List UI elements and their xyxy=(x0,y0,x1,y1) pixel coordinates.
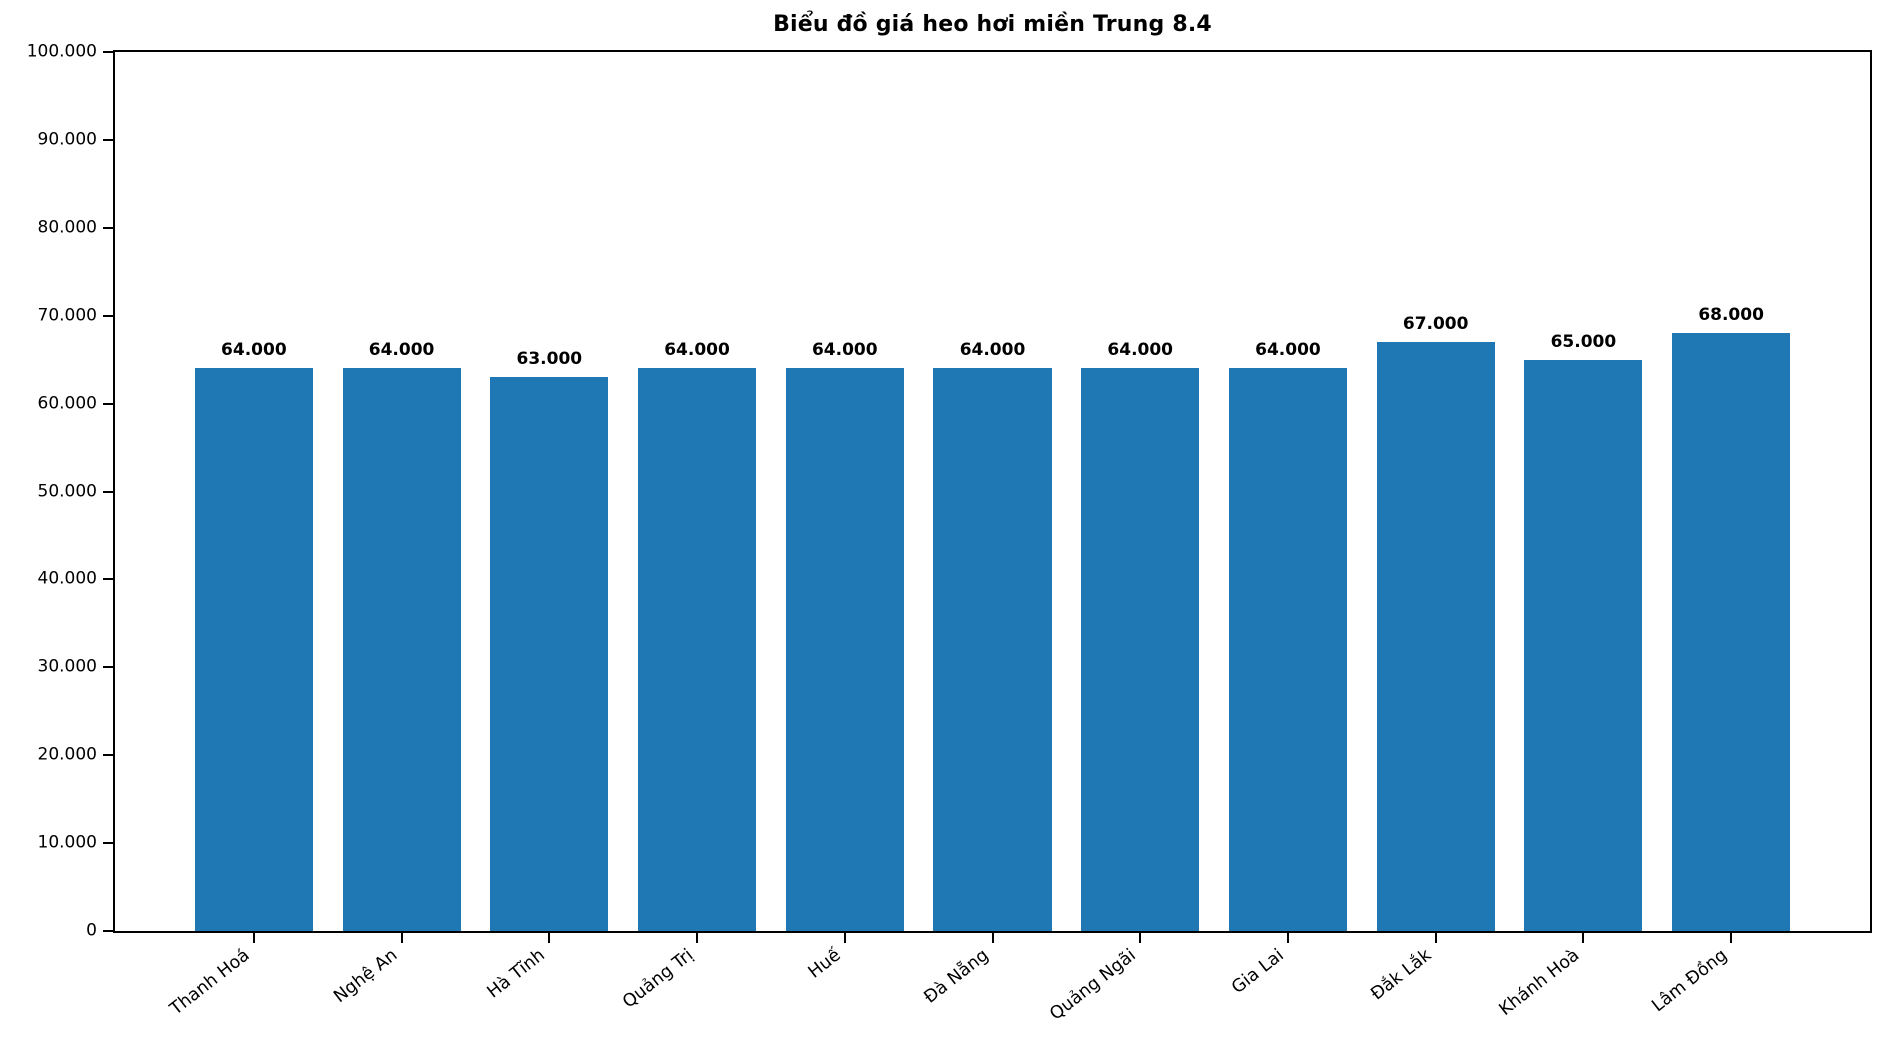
x-tick-label: Đắk Lắk xyxy=(1367,945,1436,1005)
x-tick-label: Đà Nẵng xyxy=(920,945,993,1008)
bar-value-label: 64.000 xyxy=(1255,340,1321,361)
bar-value-label: 64.000 xyxy=(368,340,435,361)
bar xyxy=(1524,359,1643,931)
y-tick-label: 70.000 xyxy=(37,305,97,326)
bar xyxy=(194,368,313,931)
x-tick-mark xyxy=(400,933,403,943)
bar-value-label: 65.000 xyxy=(1550,331,1617,352)
y-tick-label: 30.000 xyxy=(37,656,97,677)
y-tick-label: 60.000 xyxy=(37,393,97,414)
bar-value-label: 64.000 xyxy=(221,340,287,361)
bar-value-label: 68.000 xyxy=(1698,305,1764,326)
x-tick-label: Khánh Hoà xyxy=(1495,945,1584,1020)
y-tick-mark xyxy=(103,51,113,53)
x-tick-mark xyxy=(696,933,699,943)
y-tick-mark xyxy=(103,490,113,493)
x-tick-label: Huế xyxy=(804,945,845,983)
x-tick-label: Thanh Hoá xyxy=(166,945,254,1020)
bar xyxy=(637,368,757,931)
y-tick-mark xyxy=(103,754,113,757)
bar-value-label: 64.000 xyxy=(959,340,1026,361)
x-tick-mark xyxy=(1139,933,1142,943)
bar-value-label: 67.000 xyxy=(1402,314,1469,335)
chart-title: Biểu đồ giá heo hơi miền Trung 8.4 xyxy=(773,12,1212,37)
x-tick-label: Quảng Ngãi xyxy=(1046,945,1140,1025)
y-tick-label: 80.000 xyxy=(37,217,97,238)
bar xyxy=(1672,333,1791,931)
bar-value-label: 64.000 xyxy=(811,340,878,361)
x-tick-label: Hà Tĩnh xyxy=(483,945,550,1003)
x-tick-mark xyxy=(991,933,994,943)
bar xyxy=(1376,342,1495,931)
bar-value-label: 63.000 xyxy=(516,349,583,370)
y-tick-label: 50.000 xyxy=(37,481,97,501)
x-tick-label: Gia Lai xyxy=(1228,945,1288,999)
x-tick-label: Quảng Trị xyxy=(618,945,697,1013)
y-tick-mark xyxy=(103,314,113,317)
y-tick-label: 40.000 xyxy=(37,568,97,589)
plot-area: 0 10.000 20.000 30.000 40.000 50.000 60.000 70.… xyxy=(27,43,1872,1025)
y-tick-mark xyxy=(103,842,113,845)
y-tick-mark xyxy=(103,226,113,229)
x-tick-mark xyxy=(1434,933,1437,943)
x-tick-mark xyxy=(1286,933,1289,943)
bar xyxy=(1228,368,1348,931)
x-tick-mark xyxy=(1582,933,1585,943)
bar xyxy=(785,368,904,931)
y-tick-mark xyxy=(103,930,113,932)
y-tick-mark xyxy=(103,666,113,669)
x-tick-mark xyxy=(1730,933,1733,943)
y-tick-mark xyxy=(103,578,113,581)
y-tick-mark xyxy=(103,138,113,141)
y-tick-label: 10.000 xyxy=(37,832,97,853)
x-tick-label: Lâm Đồng xyxy=(1647,945,1731,1017)
bar xyxy=(342,368,461,931)
x-tick-label: Nghệ An xyxy=(330,945,402,1008)
bar-value-label: 64.000 xyxy=(1107,340,1174,361)
bar xyxy=(490,377,609,931)
y-tick-mark xyxy=(103,402,113,405)
y-tick-label: 90.000 xyxy=(37,129,97,150)
x-tick-mark xyxy=(252,933,255,943)
bar xyxy=(1081,368,1200,931)
bar-value-label: 64.000 xyxy=(664,340,730,361)
y-tick-label: 100.000 xyxy=(26,41,97,62)
x-tick-mark xyxy=(843,933,846,943)
bar xyxy=(933,368,1052,931)
y-tick-label: 0 xyxy=(86,920,97,941)
y-tick-label: 20.000 xyxy=(37,744,97,765)
x-tick-mark xyxy=(548,933,551,943)
